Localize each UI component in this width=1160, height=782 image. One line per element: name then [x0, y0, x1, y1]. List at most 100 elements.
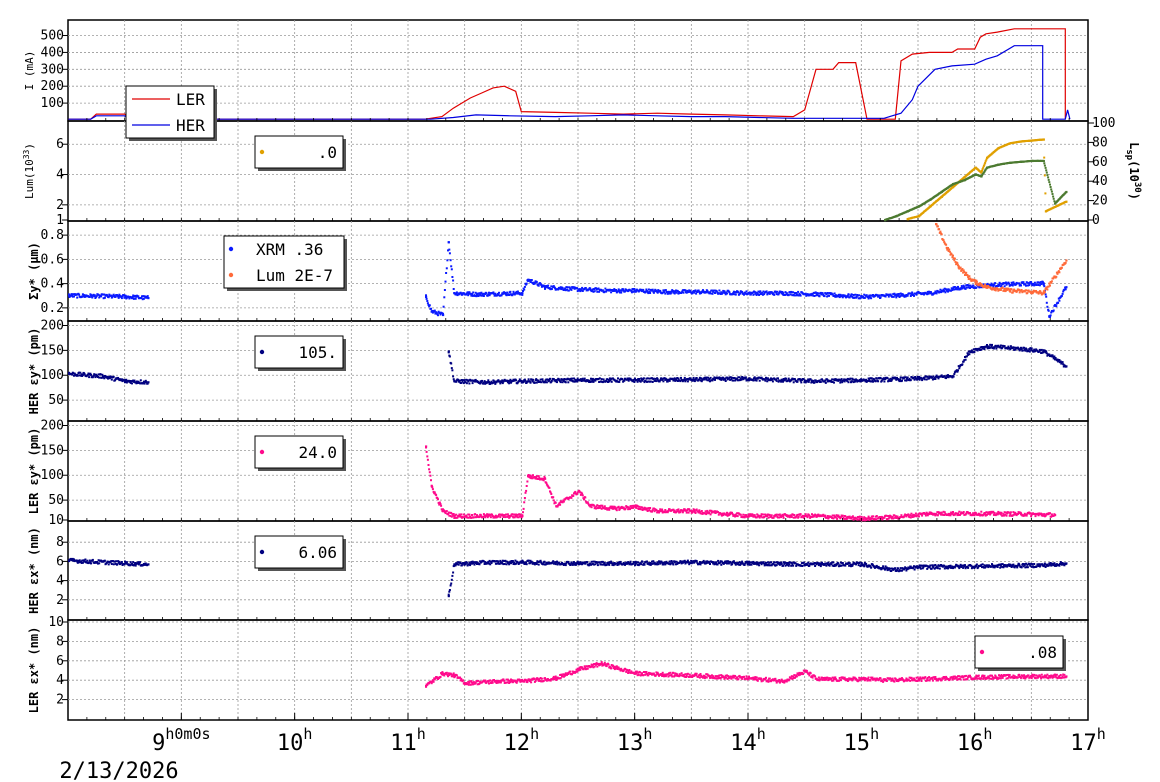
data-point: [838, 296, 841, 299]
data-point: [1012, 289, 1015, 292]
data-point: [724, 560, 727, 563]
data-point: [641, 506, 643, 509]
data-point: [807, 380, 810, 383]
data-point: [714, 562, 716, 565]
data-point: [550, 379, 553, 382]
series-dots-ler_eps_y-lery: [425, 445, 1057, 522]
data-point: [1060, 362, 1063, 365]
data-point: [519, 293, 522, 296]
data-point: [950, 253, 953, 256]
data-point: [686, 509, 689, 512]
data-point: [1008, 282, 1010, 285]
data-point: [967, 350, 970, 353]
data-point: [927, 292, 930, 295]
data-point: [77, 559, 80, 562]
data-point: [853, 378, 856, 381]
data-point: [1044, 166, 1047, 169]
data-point: [1029, 290, 1032, 293]
data-point: [144, 379, 147, 382]
data-point: [912, 293, 915, 296]
data-point: [590, 503, 592, 506]
data-point: [598, 377, 601, 380]
data-point: [468, 291, 471, 294]
data-point: [478, 292, 481, 295]
data-point: [749, 293, 752, 296]
data-point: [869, 294, 872, 297]
data-point: [658, 380, 661, 383]
data-marks: [68, 28, 1071, 688]
data-point: [845, 516, 848, 519]
data-point: [576, 492, 579, 495]
data-point: [145, 381, 148, 384]
data-point: [651, 509, 654, 512]
data-point: [1043, 162, 1046, 165]
data-point: [649, 507, 652, 509]
data-point: [445, 272, 448, 274]
data-point: [603, 507, 606, 510]
data-point: [447, 513, 449, 516]
data-point: [567, 289, 570, 292]
data-point: [577, 561, 580, 564]
data-point: [610, 560, 613, 563]
data-point: [779, 379, 782, 382]
data-point: [431, 311, 434, 314]
data-point: [731, 376, 733, 379]
data-point: [989, 346, 992, 349]
data-point: [796, 380, 799, 383]
data-point: [605, 507, 608, 510]
data-point: [923, 378, 926, 381]
data-point: [754, 292, 757, 295]
data-point: [753, 514, 756, 517]
data-point: [627, 508, 630, 511]
data-point: [588, 288, 591, 291]
data-point: [841, 295, 844, 297]
data-point: [727, 562, 730, 565]
data-point: [855, 295, 858, 298]
data-point: [617, 505, 620, 508]
data-point: [721, 292, 724, 295]
data-point: [1031, 290, 1034, 294]
data-point: [936, 375, 939, 378]
data-point: [705, 376, 708, 379]
data-point: [620, 289, 623, 292]
data-point: [748, 513, 750, 516]
data-point: [142, 295, 145, 298]
data-point: [643, 563, 646, 566]
data-point: [631, 288, 634, 290]
data-point: [968, 353, 971, 356]
data-point: [607, 381, 609, 383]
data-point: [574, 563, 577, 566]
data-point: [521, 292, 524, 295]
data-point: [772, 292, 775, 295]
data-point: [946, 247, 949, 250]
data-point: [517, 516, 520, 519]
data-point: [638, 289, 641, 292]
data-point: [571, 563, 574, 566]
data-point: [704, 510, 707, 513]
data-point: [892, 293, 895, 296]
data-point: [565, 562, 568, 565]
data-point: [997, 283, 1000, 286]
data-point: [572, 380, 575, 383]
data-point: [125, 296, 128, 299]
data-point: [457, 561, 460, 564]
data-point: [728, 376, 731, 379]
data-point: [1050, 281, 1053, 284]
data-point: [819, 565, 822, 568]
data-point: [948, 248, 951, 251]
data-point: [1026, 281, 1029, 284]
data-point: [965, 286, 968, 289]
data-point: [581, 286, 584, 289]
data-point: [731, 511, 733, 514]
data-point: [853, 518, 856, 520]
data-point: [624, 563, 626, 566]
data-point: [993, 288, 996, 291]
data-point: [464, 563, 467, 566]
data-point: [480, 291, 483, 294]
data-point: [637, 378, 640, 380]
data-point: [952, 183, 955, 186]
data-point: [490, 562, 493, 564]
data-point: [769, 379, 772, 382]
data-point: [1003, 287, 1006, 290]
data-point: [88, 561, 91, 564]
